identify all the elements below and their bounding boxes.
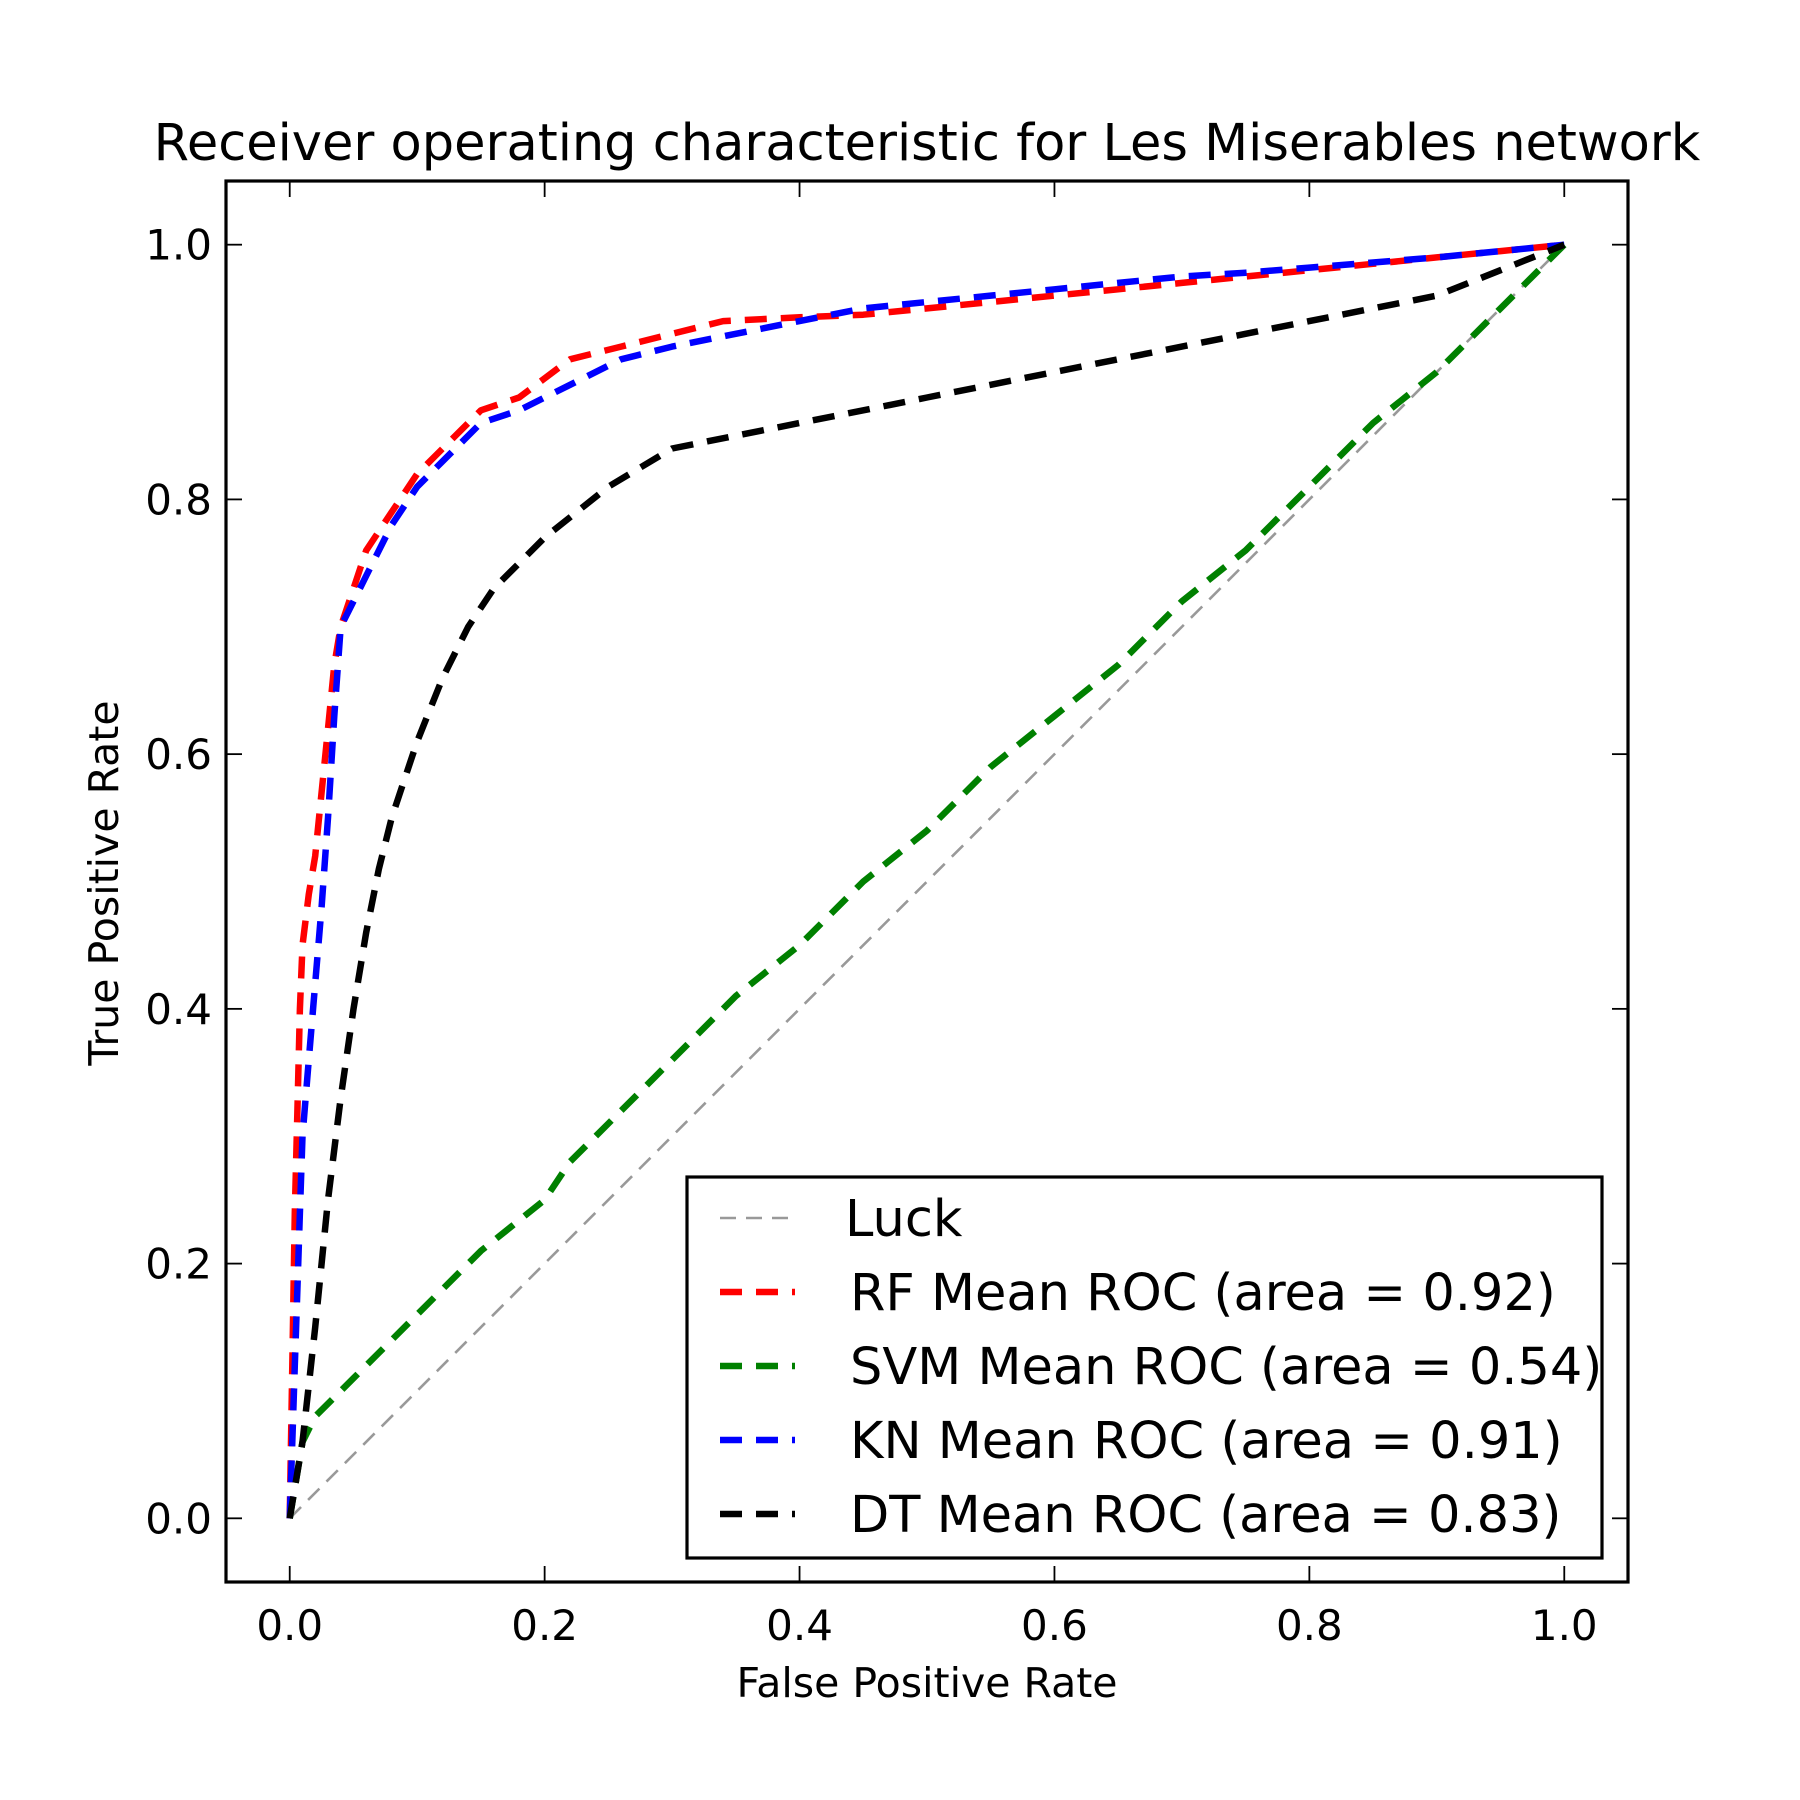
legend-label-kn: KN Mean ROC (area = 0.91) [850,1412,1563,1471]
series-line-rf [286,241,1565,1519]
x-axis-label: False Positive Rate [736,1659,1117,1707]
y-tick-label: 0.0 [145,1494,212,1543]
x-tick-label: 0.6 [1021,1601,1088,1650]
legend-box [685,1175,1604,1560]
x-tick-label: 0.0 [256,1601,323,1650]
y-tick-label: 0.2 [145,1240,212,1289]
series-line-svm [286,242,1567,1519]
axes-frame [224,179,1630,1584]
x-tick-label: 1.0 [1531,1601,1598,1650]
y-tick-label: 1.0 [145,221,212,270]
legend-label-luck: Luck [845,1190,963,1249]
series-line-kn [286,241,1565,1519]
x-tick-label: 0.2 [511,1601,578,1650]
legend: Luck RF Mean ROC (area = 0.92) SVM Mean RO… [685,1175,1604,1560]
series-line-luck [288,243,1566,1520]
x-tick-label: 0.8 [1276,1601,1343,1650]
y-tick-label: 0.6 [145,730,212,779]
y-tick-label: 0.8 [145,475,212,524]
chart-title: Receiver operating characteristic for Le… [154,114,1701,173]
legend-label-svm: SVM Mean ROC (area = 0.54) [850,1338,1602,1397]
legend-label-dt: DT Mean ROC (area = 0.83) [850,1486,1561,1545]
plot-area: 0.0 0.2 0.4 0.6 0.8 1.0 0.0 0.2 0.4 0.6 0.8 1.0 [145,179,1630,1650]
y-axis-label: True Positive Rate [80,700,128,1066]
x-tick-label: 0.4 [766,1601,833,1650]
legend-label-rf: RF Mean ROC (area = 0.92) [850,1264,1556,1323]
series-line-dt [286,241,1566,1519]
y-tick-label: 0.4 [145,985,212,1034]
